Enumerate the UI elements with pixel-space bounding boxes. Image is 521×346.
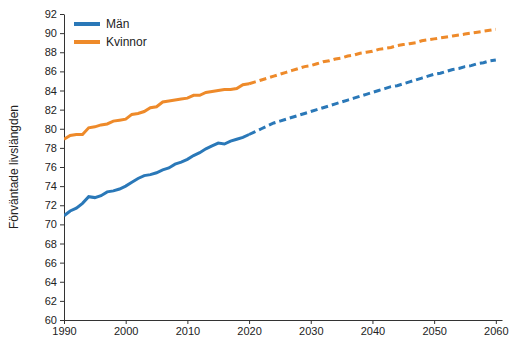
y-tick-label: 74 xyxy=(45,180,57,192)
x-tick-label: 2050 xyxy=(422,325,446,337)
legend-swatch xyxy=(74,40,100,44)
y-tick: 74 xyxy=(45,180,64,192)
y-tick-mark xyxy=(60,244,64,245)
y-tick-label: 78 xyxy=(45,142,57,154)
y-tick-mark xyxy=(60,205,64,206)
x-tick: 2020 xyxy=(237,320,261,337)
series-line xyxy=(64,134,249,215)
y-tick: 80 xyxy=(45,123,64,135)
x-tick-mark xyxy=(187,320,188,324)
y-tick: 62 xyxy=(45,295,64,307)
y-tick: 82 xyxy=(45,104,64,116)
y-tick-mark xyxy=(60,282,64,283)
x-tick-label: 2020 xyxy=(237,325,261,337)
y-axis-title: Förväntade livslängden xyxy=(7,105,21,229)
y-tick-mark xyxy=(60,33,64,34)
chart: 6062646668707274767880828486889092199020… xyxy=(0,0,521,346)
x-tick-mark xyxy=(434,320,435,324)
x-tick-label: 2010 xyxy=(176,325,200,337)
y-tick-label: 82 xyxy=(45,104,57,116)
y-tick-label: 62 xyxy=(45,295,57,307)
y-tick: 92 xyxy=(45,8,64,20)
y-tick-label: 90 xyxy=(45,27,57,39)
y-tick: 78 xyxy=(45,142,64,154)
x-tick-label: 1990 xyxy=(52,325,76,337)
x-tick-mark xyxy=(311,320,312,324)
x-tick-mark xyxy=(64,320,65,324)
y-tick-label: 88 xyxy=(45,46,57,58)
legend-label: Män xyxy=(106,17,129,31)
x-tick-label: 2040 xyxy=(361,325,385,337)
series-line xyxy=(64,84,249,139)
legend-swatch xyxy=(74,22,100,26)
x-axis-line xyxy=(65,320,503,321)
x-tick-mark xyxy=(496,320,497,324)
y-tick-mark xyxy=(60,71,64,72)
y-tick: 84 xyxy=(45,85,64,97)
y-tick: 72 xyxy=(45,199,64,211)
x-tick: 2060 xyxy=(484,320,508,337)
y-tick-mark xyxy=(60,14,64,15)
y-tick-mark xyxy=(60,129,64,130)
y-tick-label: 72 xyxy=(45,199,57,211)
y-tick: 88 xyxy=(45,46,64,58)
y-axis-line xyxy=(64,15,65,321)
series-line xyxy=(249,29,496,84)
x-tick-mark xyxy=(249,320,250,324)
y-tick-mark xyxy=(60,148,64,149)
y-tick-mark xyxy=(60,167,64,168)
y-tick-mark xyxy=(60,301,64,302)
y-tick-mark xyxy=(60,91,64,92)
x-tick-label: 2030 xyxy=(299,325,323,337)
x-axis: 1990 2000 2010 2020 2030 2040 2050 2060 xyxy=(52,320,508,337)
y-tick: 86 xyxy=(45,65,64,77)
y-tick-mark xyxy=(60,263,64,264)
x-tick: 2010 xyxy=(176,320,200,337)
y-tick: 90 xyxy=(45,27,64,39)
y-tick-mark xyxy=(60,186,64,187)
x-tick-label: 2060 xyxy=(484,325,508,337)
x-tick: 2050 xyxy=(422,320,446,337)
y-tick-label: 66 xyxy=(45,257,57,269)
y-tick-label: 86 xyxy=(45,65,57,77)
y-tick-mark xyxy=(60,52,64,53)
y-tick-mark xyxy=(60,110,64,111)
x-tick-mark xyxy=(126,320,127,324)
legend-label: Kvinnor xyxy=(106,35,147,49)
y-tick-label: 70 xyxy=(45,218,57,230)
plot-area xyxy=(64,29,496,215)
x-tick: 2040 xyxy=(361,320,385,337)
y-tick-label: 76 xyxy=(45,161,57,173)
y-tick-label: 68 xyxy=(45,238,57,250)
x-tick: 1990 xyxy=(52,320,76,337)
y-tick-mark xyxy=(60,224,64,225)
x-tick-mark xyxy=(372,320,373,324)
y-tick-label: 80 xyxy=(45,123,57,135)
x-tick: 2000 xyxy=(114,320,138,337)
x-tick: 2030 xyxy=(299,320,323,337)
y-tick: 66 xyxy=(45,257,64,269)
y-tick: 64 xyxy=(45,276,64,288)
y-axis: 6062646668707274767880828486889092 xyxy=(45,8,65,326)
y-tick-label: 64 xyxy=(45,276,57,288)
y-tick-label: 92 xyxy=(45,8,57,20)
y-tick: 68 xyxy=(45,238,64,250)
y-tick: 76 xyxy=(45,161,64,173)
y-tick-label: 84 xyxy=(45,85,57,97)
y-tick: 70 xyxy=(45,218,64,230)
x-tick-label: 2000 xyxy=(114,325,138,337)
legend: Män Kvinnor xyxy=(74,17,147,49)
y-tick-mark xyxy=(60,320,64,321)
